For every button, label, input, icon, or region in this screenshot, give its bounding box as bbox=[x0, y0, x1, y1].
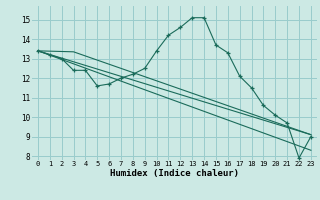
X-axis label: Humidex (Indice chaleur): Humidex (Indice chaleur) bbox=[110, 169, 239, 178]
